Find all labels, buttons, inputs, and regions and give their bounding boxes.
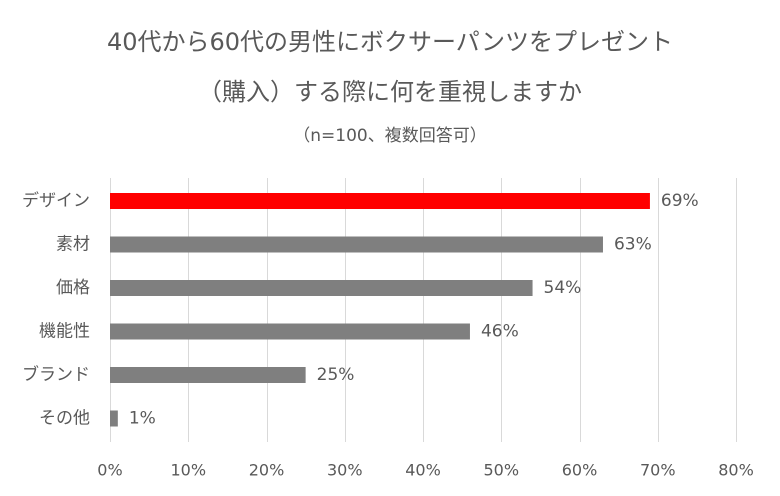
x-tick-label-0: 0% [97, 461, 122, 480]
category-label-3: 機能性 [39, 322, 90, 342]
category-label-0: デザイン [22, 190, 90, 211]
chart-title: 40代から60代の男性にボクサーパンツをプレゼント [106, 28, 674, 56]
x-tick-label-5: 50% [483, 461, 519, 480]
category-label-4: ブランド [22, 364, 90, 385]
x-tick-label-2: 20% [249, 461, 285, 480]
x-tick-label-4: 40% [405, 461, 441, 480]
bar-1 [110, 236, 603, 253]
x-tick-label-8: 80% [718, 461, 754, 480]
x-axis-tick-labels: 0% 10% 20% 30% 40% 50% 60% 70% 80% [97, 461, 753, 480]
chart-subtitle: （n=100、複数回答可） [293, 126, 487, 146]
bar-2 [110, 280, 533, 296]
data-labels: 69% 63% 54% 46% 25% 1% [129, 191, 699, 429]
bar-5 [110, 410, 118, 427]
data-label-2: 54% [544, 278, 582, 298]
gridlines [110, 178, 737, 442]
data-label-5: 1% [129, 409, 156, 429]
bars [110, 193, 650, 427]
data-label-1: 63% [614, 235, 652, 255]
chart-title-line-2: （購入）する際に何を重視しますか [198, 78, 582, 106]
x-tick-label-3: 30% [327, 461, 363, 480]
bar-0 [110, 193, 650, 209]
x-tick-label-6: 60% [562, 461, 598, 480]
data-label-3: 46% [481, 322, 519, 342]
data-label-4: 25% [317, 365, 355, 385]
category-label-2: 価格 [56, 278, 90, 298]
category-label-1: 素材 [56, 235, 90, 255]
bar-3 [110, 323, 470, 340]
data-label-0: 69% [661, 191, 699, 211]
x-tick-label-7: 70% [640, 461, 676, 480]
bar-4 [110, 367, 306, 383]
x-tick-label-1: 10% [170, 461, 206, 480]
category-label-5: その他 [39, 409, 90, 429]
